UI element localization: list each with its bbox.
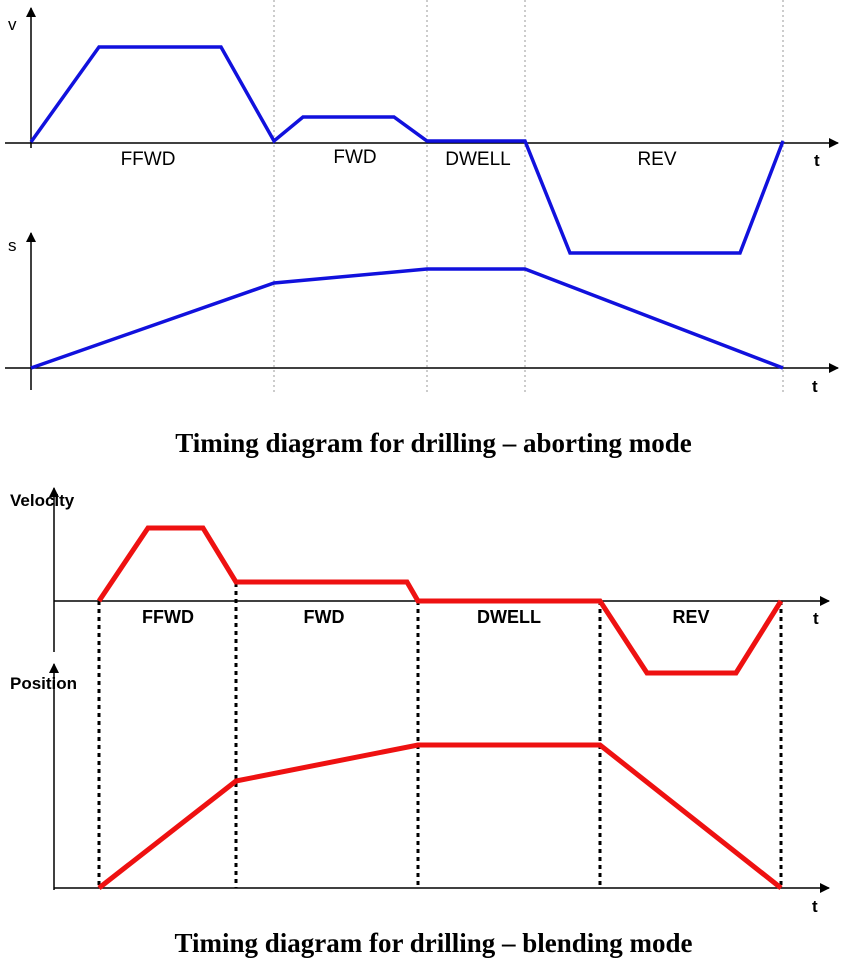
blending-velocity-curve (96, 525, 784, 676)
blending-phase-rev: REV (672, 607, 709, 627)
aborting-phase-guides (273, 0, 784, 392)
blending-velocity-t-label: t (813, 609, 819, 628)
blending-position-t-label: t (812, 897, 818, 916)
aborting-caption: Timing diagram for drilling – aborting m… (175, 428, 692, 458)
aborting-position-label: s (8, 236, 17, 255)
blending-phase-dwell: DWELL (477, 607, 541, 627)
blending-caption: Timing diagram for drilling – blending m… (174, 928, 693, 958)
blending-velocity-label: Velocity (10, 491, 75, 510)
blending-position-curve (97, 742, 783, 890)
blending-position-label: Position (10, 674, 77, 693)
aborting-velocity-label: v (8, 15, 17, 34)
aborting-diagram: v t FFWD FWD DWELL REV s t (5, 0, 839, 396)
aborting-velocity-curve (29, 45, 785, 255)
aborting-velocity-t-label: t (814, 151, 820, 170)
aborting-position-curve (30, 267, 784, 370)
aborting-position-t-label: t (812, 377, 818, 396)
aborting-phase-ffwd: FFWD (121, 149, 176, 170)
blending-phase-guides (97, 583, 783, 888)
blending-phase-fwd: FWD (304, 607, 345, 627)
blending-diagram: Velocity t FFWD FWD DWELL REV Position t (10, 487, 830, 916)
aborting-phase-fwd: FWD (333, 147, 376, 168)
aborting-phase-rev: REV (637, 149, 676, 170)
aborting-phase-dwell: DWELL (445, 149, 510, 170)
blending-phase-ffwd: FFWD (142, 607, 194, 627)
